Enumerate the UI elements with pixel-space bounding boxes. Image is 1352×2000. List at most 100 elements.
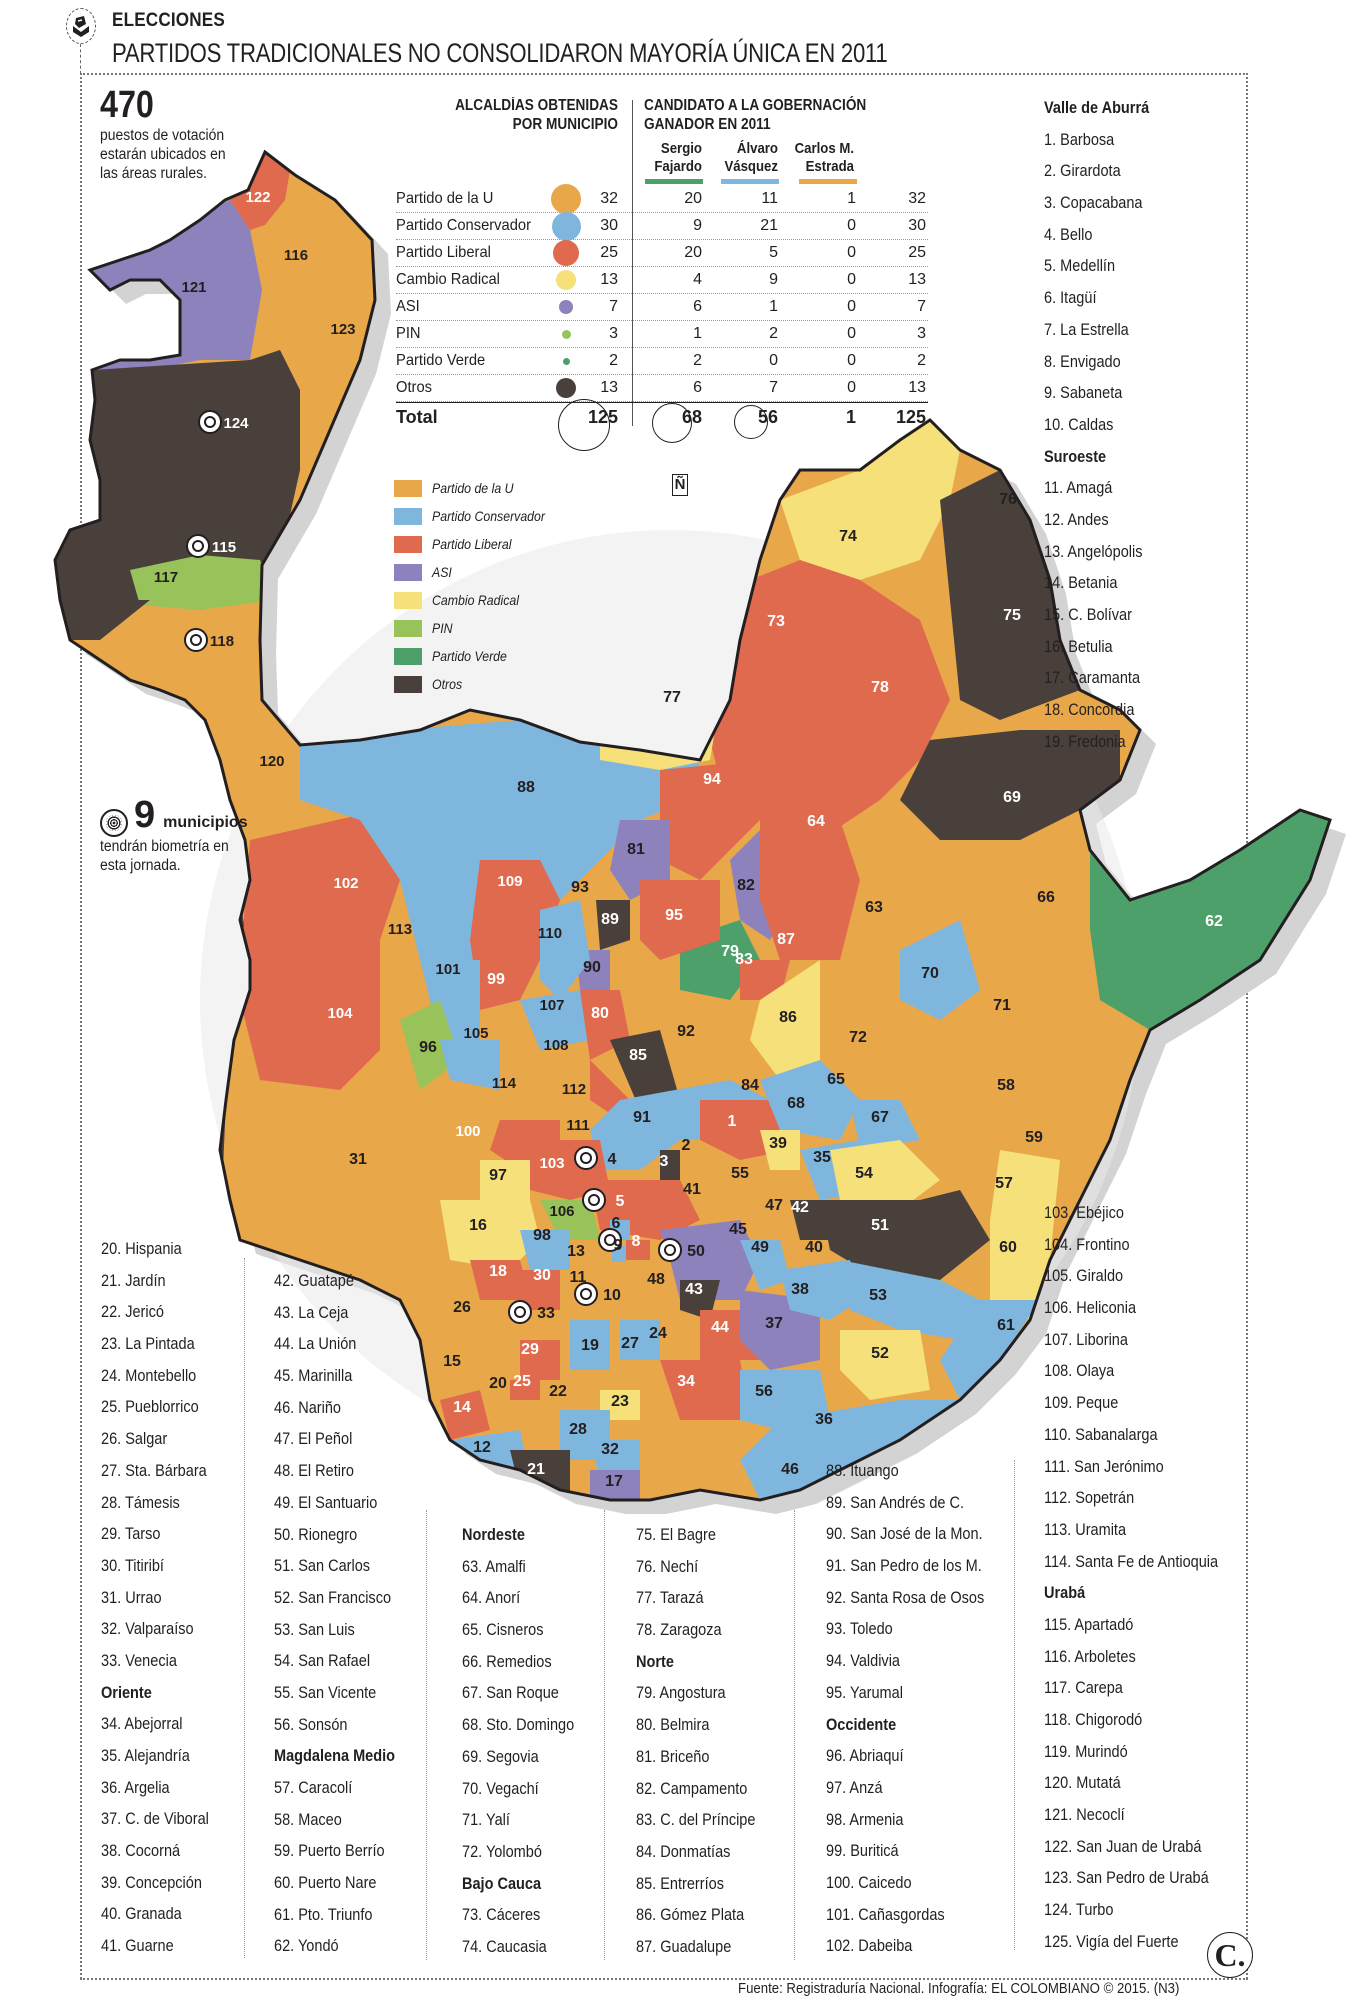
municipality-number-label: 69: [1003, 789, 1021, 806]
municipality-item: 78. Zaragoza: [636, 1621, 722, 1640]
municipality-item: 47. El Peñol: [274, 1430, 353, 1449]
municipality-number-label: 123: [330, 321, 355, 338]
legend-label: Partido Verde: [432, 648, 507, 664]
fingerprint-icon: [574, 1282, 598, 1306]
region-heading: Magdalena Medio: [274, 1747, 396, 1766]
municipality-item: 28. Támesis: [101, 1493, 180, 1512]
municipality-item: 62. Yondó: [274, 1937, 339, 1956]
municipality-number-label: 122: [245, 189, 270, 206]
content-frame: [80, 73, 1248, 1979]
municipality-number-label: 42: [791, 1199, 809, 1216]
municipality-number-label: 79: [721, 943, 739, 960]
map-legend: Partido de la U Partido Conservador Partid…: [394, 474, 560, 698]
fingerprint-icon: [598, 1228, 622, 1252]
municipality-item: 95. Yarumal: [826, 1683, 903, 1702]
mayors-count: 32: [600, 190, 618, 207]
municipality-item: 86. Gómez Plata: [636, 1906, 745, 1925]
municipality-item: 9. Sabaneta: [1044, 384, 1123, 403]
legend-item: Otros: [394, 670, 560, 698]
municipality-item: 3. Copacabana: [1044, 194, 1143, 213]
vasquez-total: 56: [757, 407, 778, 427]
municipality-number-label: 95: [665, 907, 683, 924]
municipality-item: 75. El Bagre: [636, 1526, 716, 1544]
party-name: Cambio Radical: [396, 271, 500, 288]
candidate-estrada: Carlos M. Estrada: [794, 140, 854, 176]
row-total: 32: [908, 190, 926, 207]
candidate-name: Estrada: [805, 158, 854, 175]
biometric-stat-value: 9: [134, 794, 156, 836]
municipality-number-label: 67: [871, 1109, 889, 1126]
municipality-number-label: 76: [999, 491, 1017, 508]
legend-swatch: [394, 675, 422, 693]
column-divider: [244, 1258, 245, 1958]
table-row: Otros 13 6 7 0 13: [396, 375, 928, 402]
municipality-number-label: 21: [527, 1461, 545, 1478]
municipality-item: 56. Sonsón: [274, 1715, 348, 1734]
legend-label: Partido de la U: [432, 480, 514, 496]
municipality-number-label: 111: [566, 1117, 589, 1134]
municipality-item: 105. Giraldo: [1044, 1267, 1124, 1286]
region-heading: Bajo Cauca: [462, 1874, 542, 1893]
municipality-item: 35. Alejandría: [101, 1747, 190, 1765]
municipality-item: 10. Caldas: [1044, 415, 1114, 434]
municipality-number-label: 116: [284, 247, 308, 264]
municipality-item: 25. Pueblorrico: [101, 1398, 199, 1417]
municipality-number-label: 61: [997, 1317, 1015, 1334]
municipality-item: 19. Fredonia: [1044, 732, 1126, 751]
municipality-number-label: 36: [815, 1411, 833, 1428]
fajardo-count: 2: [693, 352, 702, 369]
municipality-item: 70. Vegachí: [462, 1779, 539, 1798]
municipality-item: 89. San Andrés de C.: [826, 1493, 965, 1512]
candidate-name: Vásquez: [724, 158, 778, 175]
municipality-number-label: 53: [869, 1287, 887, 1304]
municipality-item: 118. Chigorodó: [1044, 1711, 1143, 1729]
municipality-number-label: 99: [487, 971, 505, 988]
row-total: 13: [908, 271, 926, 288]
municipality-number-label: 66: [1037, 889, 1055, 906]
table-row: Partido Liberal 25 20 5 0 25: [396, 240, 928, 267]
column-divider: [1014, 1460, 1015, 1950]
fingerprint-icon: [192, 540, 204, 552]
municipality-number-label: 34: [677, 1373, 695, 1390]
municipality-item: 8. Envigado: [1044, 352, 1121, 371]
municipality-item: 124. Turbo: [1044, 1901, 1114, 1920]
municipality-item: 33. Venecia: [101, 1651, 177, 1670]
table-header-governor: CANDIDATO A LA GOBERNACIÓN GANADOR EN 20…: [644, 96, 908, 134]
municipality-number-label: 40: [805, 1239, 823, 1256]
party-dot-icon: [559, 300, 573, 314]
municipality-number-label: 81: [627, 841, 645, 858]
municipality-number-label: 113: [388, 921, 412, 938]
legend-swatch: [394, 591, 422, 609]
region-heading: Suroeste: [1044, 447, 1107, 466]
row-total: 30: [908, 217, 926, 234]
municipality-item: 65. Cisneros: [462, 1621, 544, 1640]
rural-stat: 470 puestos de votación estarán ubicados…: [100, 86, 250, 183]
mayors-count: 30: [600, 217, 618, 234]
vasquez-count: 11: [761, 190, 778, 207]
table-row: Partido Verde 2 2 0 0 2: [396, 348, 928, 375]
municipality-number-label: 27: [621, 1335, 639, 1352]
fajardo-total: 68: [681, 407, 702, 427]
municipality-item: 34. Abejorral: [101, 1715, 183, 1734]
municipality-number-label: 106: [549, 1203, 574, 1220]
fajardo-color-bar: [645, 179, 703, 184]
municipality-number-label: 60: [999, 1239, 1017, 1256]
municipality-number-label: 39: [769, 1135, 787, 1152]
municipality-item: 90. San José de la Mon.: [826, 1525, 983, 1544]
municipality-list-col1: 20. Hispania 21. Jardín 22. Jericó 23. La P…: [101, 1234, 224, 1963]
rural-stat-value: 470: [100, 84, 154, 126]
municipality-item: 104. Frontino: [1044, 1235, 1130, 1254]
municipality-number-label: 3: [660, 1153, 669, 1170]
municipality-number-label: 5: [616, 1193, 625, 1210]
municipality-item: 2. Girardota: [1044, 162, 1121, 181]
fajardo-ring-icon: [652, 403, 692, 443]
municipality-number-label: 100: [455, 1123, 480, 1140]
municipality-item: 42. Guatapé: [274, 1272, 354, 1290]
legend-swatch: [394, 535, 422, 553]
estrada-count: 0: [847, 325, 856, 342]
fingerprint-icon: [508, 1300, 532, 1324]
candidate-name: Carlos M.: [794, 140, 854, 157]
biometric-stat-unit: municipios: [163, 814, 248, 831]
municipality-number-label: 107: [539, 997, 564, 1014]
municipality-number-label: 75: [1003, 607, 1021, 624]
